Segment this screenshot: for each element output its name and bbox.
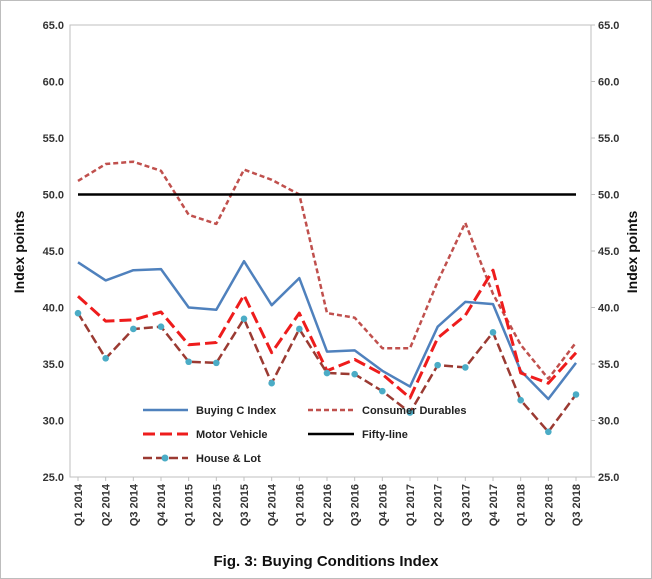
x-tick-label: Q4 2014 — [267, 483, 279, 526]
series-line-buying-c-index — [77, 259, 577, 401]
y-tick-label-right: 45.0 — [598, 246, 619, 258]
series-layer — [74, 160, 580, 436]
data-point-house-and-lot — [545, 428, 552, 436]
x-tick-label: Q1 2018 — [516, 484, 528, 526]
legend-label-fifty-line: Fifty-line — [362, 429, 408, 441]
data-point-house-and-lot — [517, 396, 524, 404]
series-line-consumer-durables — [77, 160, 577, 380]
y-tick-label-left: 40.0 — [43, 303, 64, 315]
x-tick-label: Q2 2017 — [433, 484, 445, 526]
figure-title: Fig. 3: Buying Conditions Index — [214, 553, 440, 570]
x-tick-label: Q2 2018 — [543, 484, 555, 526]
data-point-house-and-lot — [323, 369, 331, 377]
legend-label-buying-c-index: Buying C Index — [196, 405, 277, 417]
legend-label-consumer-durables: Consumer Durables — [362, 405, 467, 417]
legend-item-consumer-durables: Consumer Durables — [308, 405, 467, 417]
y-tick-label-right: 55.0 — [598, 133, 619, 145]
y-axis-title-right: Index points — [624, 211, 640, 294]
x-tick-label: Q1 2017 — [405, 484, 417, 526]
x-tick-label: Q1 2016 — [294, 484, 306, 526]
y-tick-label-right: 25.0 — [598, 472, 619, 484]
y-axis-title-left: Index points — [11, 211, 27, 294]
x-tick-label: Q1 2015 — [184, 484, 196, 526]
legend-item-fifty-line: Fifty-line — [308, 429, 408, 441]
legend-item-motor-vehicle: Motor Vehicle — [143, 429, 268, 441]
x-tick-label: Q4 2017 — [488, 484, 500, 526]
data-point-house-and-lot — [489, 329, 497, 336]
x-tick-label: Q3 2016 — [350, 484, 362, 526]
x-tick-label: Q3 2018 — [571, 484, 583, 526]
x-tick-label: Q3 2014 — [128, 483, 140, 526]
x-tick-label: Q1 2014 — [73, 483, 85, 526]
y-tick-label-right: 35.0 — [598, 359, 619, 371]
legend-item-buying-c-index: Buying C Index — [143, 405, 277, 417]
y-tick-label-left: 50.0 — [43, 190, 64, 202]
data-point-house-and-lot — [213, 359, 220, 367]
legend: Buying C Index Consumer Durables Motor V… — [143, 405, 467, 465]
x-axis-tick-labels: Q1 2014 Q2 2014 Q3 2014 Q4 2014 Q1 2015 Q2 20… — [73, 477, 583, 526]
data-point-house-and-lot — [296, 325, 303, 333]
data-point-house-and-lot — [130, 325, 137, 333]
data-point-house-and-lot — [379, 387, 386, 395]
x-tick-label: Q2 2016 — [322, 484, 334, 526]
x-tick-label: Q2 2015 — [211, 484, 223, 526]
x-tick-label: Q4 2014 — [156, 483, 168, 526]
y-tick-label-right: 30.0 — [598, 416, 619, 428]
legend-label-motor-vehicle: Motor Vehicle — [196, 429, 268, 441]
left-y-axis-ticks: 25.0 30.0 35.0 40.0 45.0 50.0 55.0 60.0 65.0 — [43, 20, 64, 484]
y-tick-label-right: 60.0 — [598, 77, 619, 89]
y-tick-label-left: 25.0 — [43, 472, 64, 484]
y-tick-label-right: 50.0 — [598, 190, 619, 202]
legend-marker-house-and-lot — [161, 454, 169, 462]
series-consumer-durables — [77, 160, 577, 380]
data-point-house-and-lot — [434, 361, 441, 369]
series-buying-c-index — [77, 259, 577, 401]
data-point-house-and-lot — [462, 364, 469, 371]
data-point-house-and-lot — [157, 323, 165, 331]
y-tick-label-left: 55.0 — [43, 133, 64, 145]
legend-label-house-and-lot: House & Lot — [196, 453, 261, 465]
y-tick-label-right: 40.0 — [598, 303, 619, 315]
y-tick-label-left: 30.0 — [43, 416, 64, 428]
y-tick-label-left: 60.0 — [43, 77, 64, 89]
legend-item-house-and-lot: House & Lot — [143, 453, 261, 465]
data-point-house-and-lot — [185, 358, 192, 366]
data-point-house-and-lot — [268, 379, 275, 387]
data-point-house-and-lot — [74, 309, 82, 317]
data-point-house-and-lot — [102, 355, 109, 362]
data-point-house-and-lot — [572, 391, 580, 398]
data-point-house-and-lot — [406, 409, 414, 416]
y-tick-label-left: 45.0 — [43, 246, 64, 258]
x-tick-label: Q4 2016 — [377, 484, 389, 526]
y-tick-label-left: 65.0 — [43, 20, 64, 32]
y-tick-label-right: 65.0 — [598, 20, 619, 32]
data-point-house-and-lot — [240, 315, 248, 323]
y-tick-label-left: 35.0 — [43, 359, 64, 371]
right-y-axis-ticks: 25.0 30.0 35.0 40.0 45.0 50.0 55.0 60.0 65.0 — [591, 20, 619, 484]
x-tick-label: Q2 2014 — [101, 483, 113, 526]
series-house-and-lot — [74, 309, 580, 436]
data-point-house-and-lot — [351, 370, 358, 378]
x-tick-label: Q3 2015 — [239, 484, 251, 526]
x-tick-label: Q3 2017 — [460, 484, 472, 526]
